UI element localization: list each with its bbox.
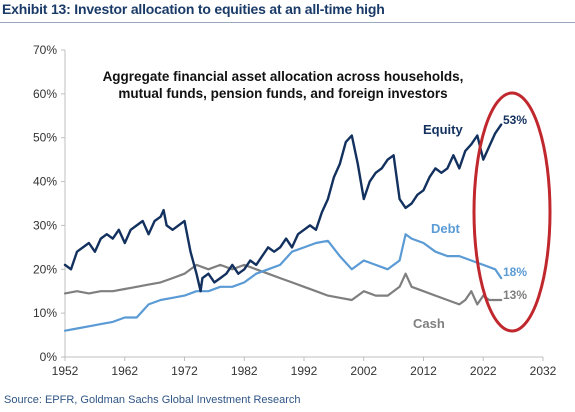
x-tick-label: 1992 xyxy=(291,364,318,378)
y-tick-label: 60% xyxy=(33,87,57,101)
x-tick-label: 2022 xyxy=(470,364,497,378)
x-tick-label: 2012 xyxy=(410,364,437,378)
x-tick-label: 1972 xyxy=(171,364,198,378)
x-tick-label: 1982 xyxy=(231,364,258,378)
x-tick-label: 1962 xyxy=(111,364,138,378)
chart-axes xyxy=(61,49,544,361)
x-tick-label: 2032 xyxy=(530,364,557,378)
title-divider xyxy=(0,22,575,23)
equity-series-line xyxy=(63,123,503,293)
chart-title-line-2: mutual funds, pension funds, and foreign… xyxy=(118,86,447,101)
cash-series-line xyxy=(63,263,503,306)
highlight-ellipse xyxy=(472,91,552,333)
debt-series-line xyxy=(63,233,503,332)
y-tick-label: 10% xyxy=(33,306,57,320)
equity-end-value: 53% xyxy=(503,113,527,127)
source-note: Source: EPFR, Goldman Sachs Global Inves… xyxy=(4,394,301,406)
x-tick-label: 1952 xyxy=(52,364,79,378)
chart-title-line-1: Aggregate financial asset allocation acr… xyxy=(103,69,464,84)
cash-series-label: Cash xyxy=(413,316,445,331)
debt-end-value: 18% xyxy=(503,265,527,279)
y-tick-label: 70% xyxy=(33,43,57,57)
x-tick-label: 2002 xyxy=(350,364,377,378)
debt-series-label: Debt xyxy=(431,221,461,236)
y-tick-label: 0% xyxy=(40,350,58,364)
cash-end-value: 13% xyxy=(503,288,527,302)
y-tick-label: 20% xyxy=(33,262,57,276)
y-tick-label: 50% xyxy=(33,131,57,145)
equity-series-label: Equity xyxy=(423,122,463,137)
exhibit-title: Exhibit 13: Investor allocation to equit… xyxy=(2,1,385,17)
y-tick-label: 30% xyxy=(33,218,57,232)
chart-tick-labels: 0% 10% 20% 30% 40% 50% 60% 70% 1952 1962 1972 1982 1… xyxy=(33,43,557,378)
chart-series xyxy=(63,123,503,332)
y-tick-label: 40% xyxy=(33,175,57,189)
